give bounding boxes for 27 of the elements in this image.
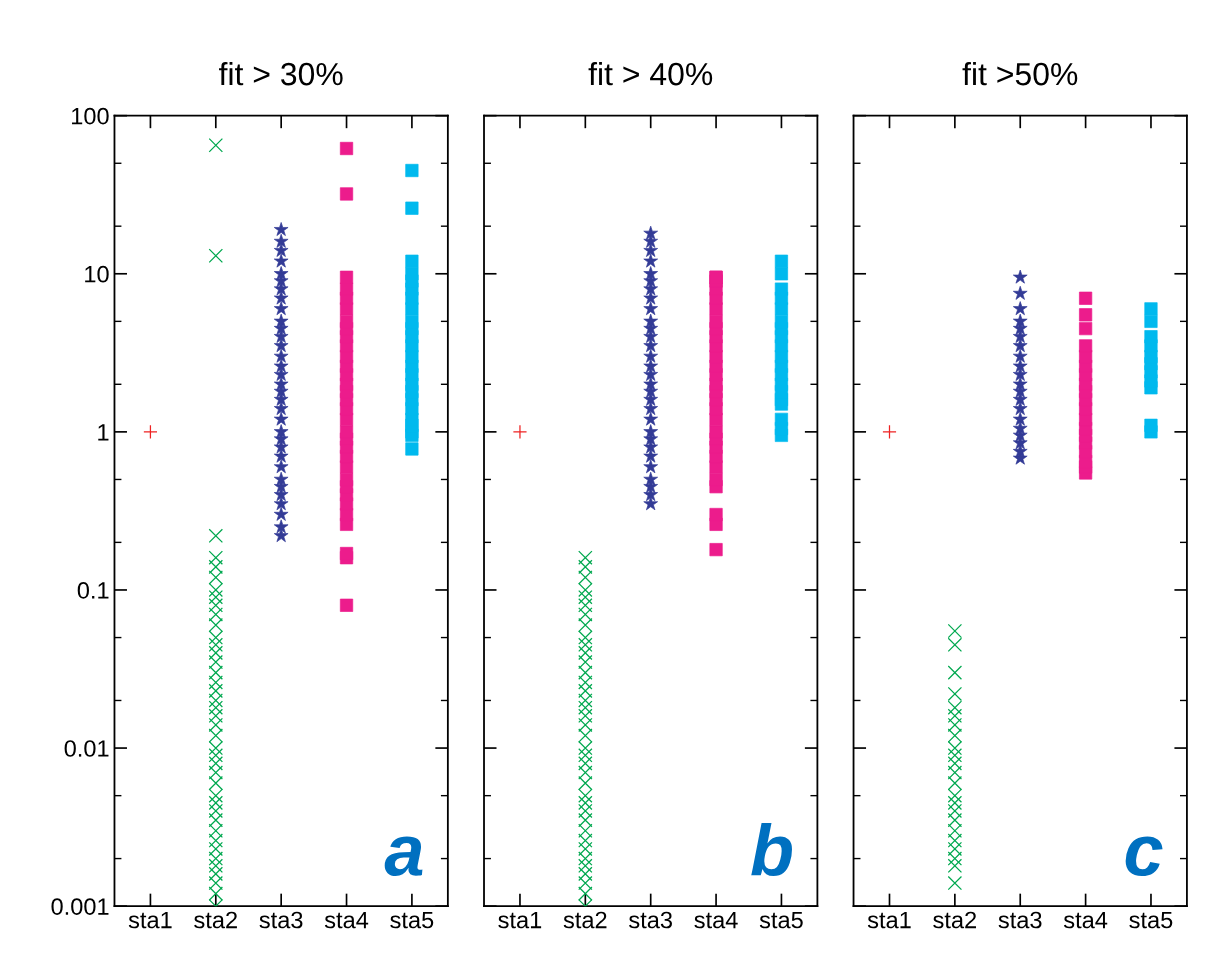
x-tick-label: sta5 [759, 911, 803, 929]
y-tick-label: 1 [98, 424, 109, 441]
x-tick-label: sta4 [694, 911, 738, 929]
y-tick-label: 0.1 [77, 582, 109, 599]
x-tick-label: sta1 [128, 911, 172, 929]
x-tick-label: sta1 [867, 911, 911, 929]
x-tick-label: sta3 [629, 911, 672, 929]
y-tick-label: 0.001 [51, 898, 109, 915]
y-tick-label: 0.01 [64, 740, 109, 757]
annotation: b [751, 823, 792, 877]
x-tick-label: sta2 [563, 911, 607, 929]
y-tick-label: 10 [85, 265, 109, 283]
annotation: c [1125, 836, 1163, 877]
x-tick-label: sta5 [1129, 911, 1173, 929]
x-tick-label: sta4 [324, 911, 369, 929]
chart-title: fit >50% [962, 61, 1078, 86]
annotation: a [384, 836, 423, 877]
chart-title: fit > 40% [588, 61, 713, 86]
x-tick-label: sta1 [498, 911, 542, 929]
chart-title: fit > 30% [219, 61, 343, 86]
x-tick-label: sta5 [390, 911, 434, 929]
x-tick-label: sta3 [998, 911, 1042, 929]
y-tick-label: 100 [72, 107, 109, 125]
x-tick-label: sta4 [1063, 911, 1108, 929]
x-tick-label: sta2 [194, 911, 237, 929]
x-tick-label: sta2 [933, 911, 976, 929]
x-tick-label: sta3 [259, 911, 303, 929]
